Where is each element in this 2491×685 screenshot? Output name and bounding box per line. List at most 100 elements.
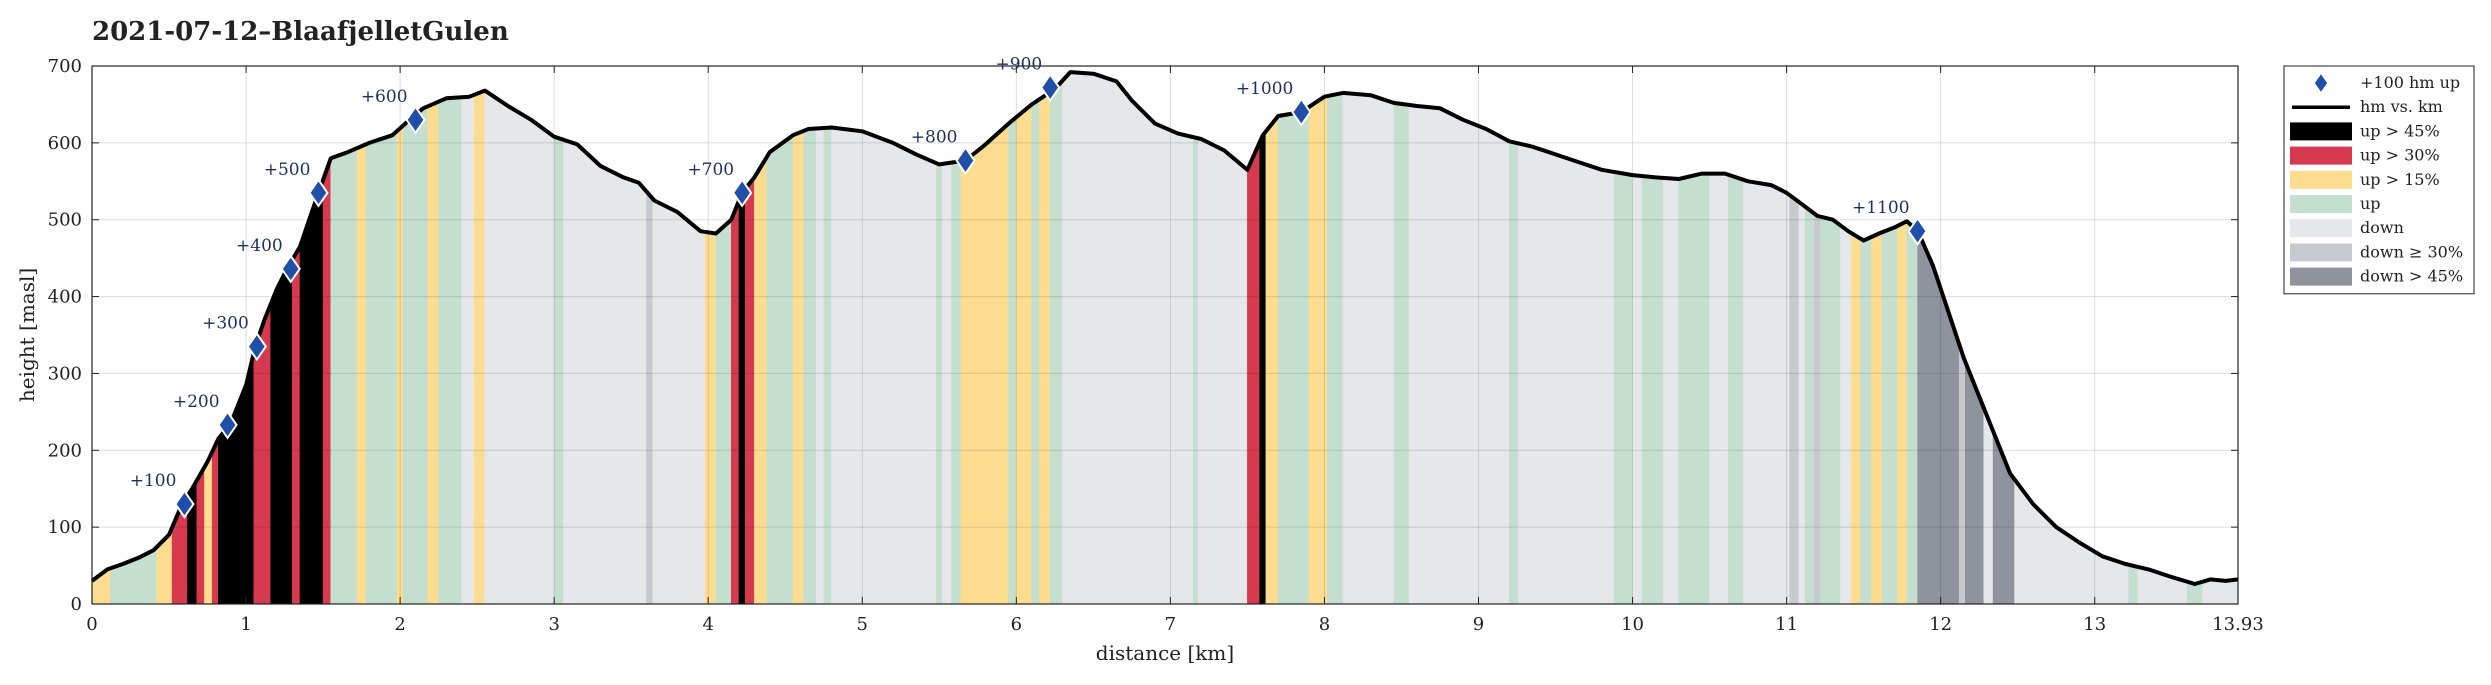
x-tick-label: 10 bbox=[1621, 614, 1644, 635]
segment-steep15 bbox=[356, 143, 367, 605]
y-tick-label: 400 bbox=[48, 287, 82, 308]
segment-down bbox=[563, 139, 647, 605]
legend-label: +100 hm up bbox=[2360, 73, 2460, 92]
x-tick-label: 5 bbox=[857, 614, 868, 635]
legend-label: up bbox=[2360, 194, 2381, 213]
x-tick-label: 13.93 bbox=[2212, 614, 2264, 635]
legend-label: up > 45% bbox=[2360, 121, 2440, 140]
segment-up bbox=[1193, 136, 1199, 605]
marker-label: +1100 bbox=[1852, 198, 1910, 218]
segment-steep45 bbox=[738, 188, 746, 605]
segment-down bbox=[1983, 407, 1994, 605]
legend-marker-icon bbox=[2313, 71, 2329, 95]
segment-up bbox=[1727, 174, 1744, 605]
segment-up bbox=[1906, 220, 1918, 605]
segment-down bbox=[1408, 104, 1510, 605]
marker-label: +800 bbox=[911, 128, 958, 148]
legend-label: up > 15% bbox=[2360, 170, 2440, 189]
segment-steep45 bbox=[270, 258, 293, 605]
segment-up bbox=[766, 134, 794, 605]
segment-steep15 bbox=[792, 130, 804, 605]
segment-down bbox=[652, 197, 706, 605]
y-tick-label: 0 bbox=[71, 594, 82, 615]
marker-diamond bbox=[731, 178, 753, 208]
segment-up bbox=[1008, 116, 1017, 605]
legend: +100 hm up hm vs. km up > 45% up > 30% up > … bbox=[2283, 65, 2475, 295]
segment-steep30 bbox=[196, 466, 205, 605]
x-tick-label: 8 bbox=[1319, 614, 1330, 635]
x-tick-label: 11 bbox=[1775, 614, 1798, 635]
marker-diamond bbox=[174, 489, 195, 519]
segment-up bbox=[1881, 225, 1898, 605]
segment-up bbox=[1820, 216, 1841, 605]
x-tick-label: 6 bbox=[1011, 614, 1022, 635]
segment-up bbox=[1049, 79, 1063, 605]
segment-up bbox=[402, 105, 429, 605]
elevation-markers: +100 +200 +300 +400 +500 +600 +700 +800 +900 +100… bbox=[130, 55, 1928, 519]
segment-down30 bbox=[646, 190, 654, 605]
terrain-segments bbox=[91, 71, 2239, 605]
y-tick-label: 200 bbox=[48, 440, 82, 461]
segment-up bbox=[1277, 106, 1310, 605]
segment-down bbox=[815, 127, 825, 605]
y-tick-label: 300 bbox=[48, 363, 82, 384]
y-tick-label: 500 bbox=[48, 210, 82, 231]
legend-label: hm vs. km bbox=[2360, 97, 2443, 116]
x-tick-label: 4 bbox=[702, 614, 713, 635]
marker-diamond bbox=[308, 178, 329, 208]
legend-label: up > 30% bbox=[2360, 146, 2440, 165]
segment-down bbox=[1663, 177, 1680, 605]
y-axis-label: height [masl] bbox=[15, 268, 39, 402]
segment-up bbox=[2128, 564, 2139, 605]
segment-down bbox=[1840, 224, 1852, 605]
segment-steep15 bbox=[1897, 220, 1908, 605]
x-tick-label: 9 bbox=[1473, 614, 1484, 635]
segment-steep45 bbox=[218, 352, 255, 605]
marker-label: +900 bbox=[996, 55, 1043, 75]
segment-down bbox=[831, 127, 937, 605]
marker-diamond bbox=[1291, 97, 1312, 127]
marker-diamond bbox=[955, 145, 976, 176]
segment-up bbox=[110, 546, 157, 605]
segment-steep15 bbox=[1016, 103, 1032, 605]
y-tick-label: 600 bbox=[48, 133, 82, 154]
x-tick-label: 3 bbox=[548, 614, 559, 635]
axis-ticks: 0 1 2 3 4 5 6 7 8 9 10 11 12 13 13.9301002003004005006… bbox=[48, 56, 2264, 635]
x-tick-label: 13 bbox=[2083, 614, 2106, 635]
x-tick-label: 0 bbox=[86, 614, 97, 635]
segment-steep30 bbox=[322, 158, 332, 605]
y-tick-label: 700 bbox=[48, 56, 82, 77]
legend-swatch bbox=[2290, 243, 2352, 262]
segment-steep15 bbox=[960, 122, 1009, 605]
segment-down30 bbox=[1958, 344, 1966, 605]
segment-steep30 bbox=[292, 245, 301, 605]
segment-up bbox=[1804, 205, 1815, 605]
segment-steep30 bbox=[211, 438, 219, 605]
segment-steep15 bbox=[1871, 231, 1883, 605]
marker-label: +200 bbox=[173, 392, 220, 412]
segment-up bbox=[823, 127, 832, 605]
marker-label: +1000 bbox=[1236, 79, 1294, 99]
segment-down bbox=[2014, 478, 2129, 605]
segment-down bbox=[1743, 179, 1790, 605]
segment-down30 bbox=[1789, 194, 1800, 605]
legend-swatch bbox=[2290, 195, 2352, 213]
segment-up bbox=[1860, 236, 1872, 605]
segment-up bbox=[1613, 171, 1633, 605]
segment-steep30 bbox=[744, 176, 755, 605]
segment-down bbox=[1709, 173, 1729, 605]
grid bbox=[92, 66, 2238, 604]
segment-up bbox=[803, 128, 817, 605]
segment-up bbox=[330, 147, 358, 605]
segment-up bbox=[1393, 102, 1410, 605]
segment-steep30 bbox=[731, 200, 740, 605]
segment-down bbox=[1632, 174, 1643, 605]
segment-steep15 bbox=[1265, 115, 1279, 605]
segment-up bbox=[553, 136, 564, 605]
segment-up bbox=[951, 160, 962, 605]
segment-steep15 bbox=[427, 101, 439, 605]
segment-up bbox=[1678, 173, 1710, 605]
segment-steep15 bbox=[704, 231, 717, 605]
segment-up bbox=[438, 96, 462, 605]
segment-up bbox=[1031, 98, 1040, 605]
